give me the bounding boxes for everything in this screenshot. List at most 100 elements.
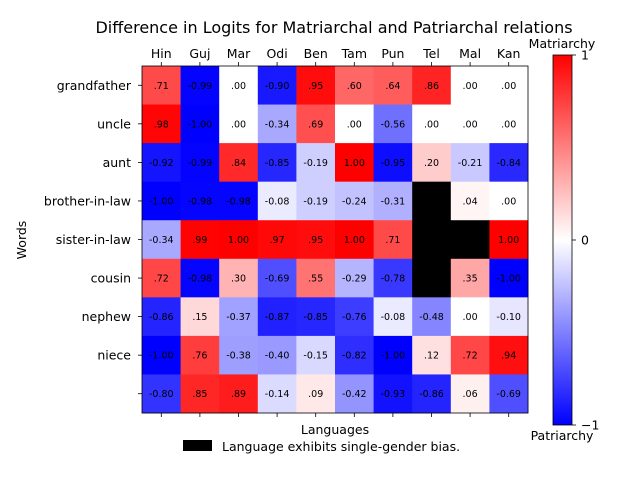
heatmap-cell bbox=[412, 258, 452, 298]
cell-value-label: -0.24 bbox=[342, 196, 367, 207]
heatmap-cell bbox=[257, 104, 297, 144]
x-tick-label: Mar bbox=[227, 46, 251, 61]
heatmap-cell bbox=[296, 66, 336, 105]
cell-value-label: -0.87 bbox=[265, 312, 290, 323]
heatmap-cell bbox=[489, 104, 529, 144]
cell-value-label: .00 bbox=[501, 196, 516, 207]
cell-value-label: -0.10 bbox=[496, 312, 521, 323]
cell-value-label: -0.19 bbox=[303, 196, 328, 207]
y-axis-label: Words bbox=[14, 221, 29, 260]
heatmap-cell bbox=[450, 335, 490, 375]
cell-value-label: -0.38 bbox=[226, 351, 251, 362]
x-axis-label: Languages bbox=[301, 422, 369, 437]
cell-value-label: -0.08 bbox=[381, 312, 406, 323]
cell-value-label: -0.56 bbox=[381, 119, 406, 130]
cell-value-label: -0.69 bbox=[265, 274, 290, 285]
cell-value-label: .69 bbox=[308, 119, 323, 130]
cell-value-label: -1.00 bbox=[381, 351, 406, 362]
y-tick-label: sister-in-law bbox=[56, 232, 131, 247]
cell-value-label: .85 bbox=[192, 389, 207, 400]
cell-value-label: .00 bbox=[463, 81, 478, 92]
cell-value-label: .00 bbox=[463, 119, 478, 130]
cell-value-label: -0.69 bbox=[496, 389, 521, 400]
cell-value-label: -0.34 bbox=[265, 119, 290, 130]
x-tick-label: Ben bbox=[304, 46, 328, 61]
x-tick-label: Pun bbox=[381, 46, 404, 61]
heatmap-cell bbox=[412, 143, 452, 183]
heatmap-cell bbox=[142, 66, 181, 105]
heatmap-cell bbox=[450, 220, 490, 260]
cell-value-label: .00 bbox=[231, 81, 246, 92]
cell-value-label: .89 bbox=[231, 389, 246, 400]
cell-value-label: -0.90 bbox=[265, 81, 290, 92]
cell-value-label: -0.48 bbox=[419, 312, 444, 323]
heatmap-cell bbox=[335, 220, 374, 260]
heatmap-cell bbox=[180, 297, 220, 337]
cell-value-label: -0.86 bbox=[419, 389, 444, 400]
heatmap-cell bbox=[142, 104, 181, 144]
heatmap-cell bbox=[219, 258, 259, 298]
cell-value-label: -0.99 bbox=[188, 158, 213, 169]
heatmap-cells bbox=[142, 66, 529, 414]
cell-value-label: -0.92 bbox=[149, 158, 174, 169]
heatmap-cell bbox=[257, 220, 297, 260]
cell-value-label: .20 bbox=[424, 158, 439, 169]
heatmap-cell bbox=[335, 104, 374, 144]
x-axis-top-ticks: Hin Guj Mar Odi Ben Tam Pun Tel Mal Kan bbox=[151, 46, 520, 66]
heatmap-cell bbox=[489, 335, 529, 375]
cell-value-label: .76 bbox=[192, 351, 207, 362]
heatmap-cell bbox=[142, 220, 181, 260]
x-tick-label: Odi bbox=[266, 46, 287, 61]
heatmap-cell bbox=[335, 297, 374, 337]
heatmap-cell bbox=[180, 374, 220, 414]
heatmap-cell bbox=[373, 335, 413, 375]
y-axis-ticks: grandfather uncle aunt brother-in-law sister… bbox=[44, 78, 142, 395]
cell-value-label: 1.00 bbox=[498, 235, 519, 246]
heatmap-cell bbox=[489, 220, 529, 260]
heatmap-cell bbox=[257, 181, 297, 221]
cell-value-label: .06 bbox=[463, 389, 478, 400]
cell-value-label: .60 bbox=[347, 81, 362, 92]
cell-value-label: -0.99 bbox=[188, 81, 213, 92]
heatmap-cell bbox=[257, 374, 297, 414]
cell-value-label: -1.00 bbox=[149, 351, 174, 362]
x-tick-label: Tam bbox=[341, 46, 367, 61]
cell-value-label: .55 bbox=[308, 274, 323, 285]
heatmap-cell bbox=[142, 374, 181, 414]
cell-value-label: -0.42 bbox=[342, 389, 367, 400]
heatmap-cell bbox=[257, 143, 297, 183]
cell-value-label: -0.76 bbox=[342, 312, 367, 323]
heatmap-cell bbox=[142, 335, 181, 375]
cell-value-label: .86 bbox=[424, 81, 439, 92]
cell-value-label: -0.21 bbox=[458, 158, 483, 169]
heatmap-cell bbox=[412, 66, 452, 105]
cell-value-label: -0.15 bbox=[303, 351, 328, 362]
cell-value-label: -0.40 bbox=[265, 351, 290, 362]
y-tick-label: grandfather bbox=[57, 78, 132, 93]
x-tick-label: Tel bbox=[422, 46, 440, 61]
cell-value-label: .09 bbox=[308, 389, 323, 400]
heatmap-cell bbox=[335, 143, 374, 183]
cell-value-label: .04 bbox=[463, 196, 478, 207]
heatmap-cell bbox=[219, 297, 259, 337]
y-tick-label: cousin bbox=[91, 271, 131, 286]
heatmap-cell bbox=[450, 181, 490, 221]
colorbar-tick-label: 0 bbox=[581, 233, 589, 248]
heatmap-cell bbox=[412, 374, 452, 414]
cell-value-label: -0.78 bbox=[381, 274, 406, 285]
cell-value-label: .30 bbox=[231, 274, 246, 285]
heatmap-cell bbox=[257, 258, 297, 298]
heatmap-cell bbox=[180, 220, 220, 260]
heatmap-cell bbox=[219, 374, 259, 414]
heatmap-cell bbox=[335, 335, 374, 375]
heatmap-cell bbox=[296, 297, 336, 337]
cell-value-label: .00 bbox=[231, 119, 246, 130]
heatmap-cell bbox=[296, 104, 336, 144]
heatmap-cell bbox=[373, 258, 413, 298]
colorbar bbox=[552, 54, 573, 426]
heatmap-cell bbox=[450, 66, 490, 105]
colorbar-tick-label: 1 bbox=[581, 48, 589, 63]
cell-value-label: -0.84 bbox=[496, 158, 521, 169]
heatmap-cell bbox=[335, 374, 374, 414]
